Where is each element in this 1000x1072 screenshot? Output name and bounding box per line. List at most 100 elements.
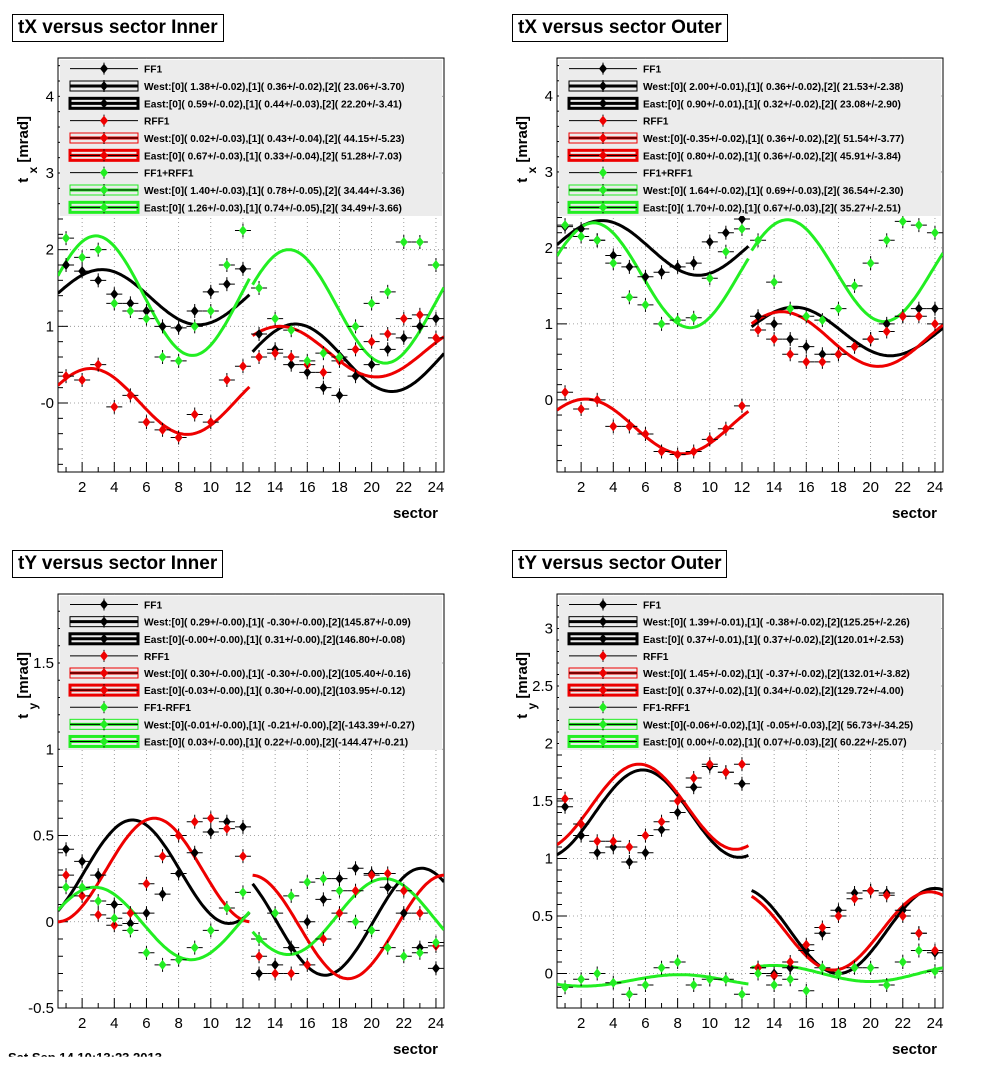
fit-curve-rff1-east (750, 890, 943, 972)
y-tick-label: 0 (545, 392, 553, 409)
x-tick-label: 22 (395, 479, 412, 496)
legend-label: RFF1 (643, 652, 669, 663)
x-tick-label: 8 (174, 1015, 182, 1032)
data-point-combo (766, 978, 783, 992)
data-point-rff1 (862, 883, 879, 898)
legend-label: West:[0](-0.01+/-0.00),[1]( -0.21+/-0.00… (144, 720, 415, 731)
fit-curve-combo-east (751, 964, 943, 983)
x-tick-label: 2 (577, 479, 585, 496)
data-point-combo (782, 972, 799, 987)
data-point-ff1 (395, 330, 412, 345)
data-point-combo (830, 966, 847, 981)
data-point-rff1 (315, 365, 332, 380)
x-tick-label: 16 (299, 1015, 316, 1032)
data-point-combo (154, 350, 171, 364)
y-tick-label: 0 (545, 966, 553, 983)
data-point-combo (251, 281, 268, 295)
data-point-rff1 (267, 966, 284, 981)
data-point-combo (154, 957, 171, 972)
legend-label: West:[0]( 0.02+/-0.03),[1]( 0.43+/-0.04)… (144, 134, 405, 145)
legend-label: West:[0](-0.35+/-0.02),[1]( 0.36+/-0.02)… (643, 134, 904, 145)
data-point-rff1 (589, 834, 606, 849)
legend-entry: FF1-RFF1 (70, 701, 191, 714)
data-point-rff1 (926, 943, 943, 958)
data-point-combo (331, 883, 348, 898)
data-point-combo (299, 875, 316, 890)
data-point-rff1 (589, 392, 606, 407)
data-point-rff1 (653, 814, 670, 829)
data-point-combo (701, 972, 718, 987)
fit-curve-rff1-west (58, 367, 251, 436)
y-tick-label: 2 (545, 736, 553, 753)
data-point-rff1 (830, 347, 847, 362)
legend: FF1 West:[0]( 1.38+/-0.02),[1]( 0.36+/-0.… (60, 60, 442, 216)
legend-label: RFF1 (144, 117, 170, 128)
data-point-combo (814, 960, 831, 975)
x-tick-label: 18 (331, 479, 348, 496)
data-point-combo (669, 955, 686, 969)
data-point-ff1 (701, 234, 718, 249)
data-point-combo (427, 935, 444, 950)
data-point-combo (395, 949, 412, 964)
y-tick-label: 3 (46, 165, 54, 182)
data-point-combo (74, 250, 91, 265)
legend-entry: West:[0]( 0.29+/-0.00),[1]( -0.30+/-0.00… (69, 615, 411, 629)
x-tick-label: 18 (830, 479, 847, 496)
data-point-combo (234, 885, 251, 900)
data-point-rff1 (621, 419, 638, 434)
data-point-rff1 (267, 346, 284, 361)
x-tick-label: 14 (766, 479, 783, 496)
data-point-rff1 (782, 955, 799, 969)
data-point-combo (427, 258, 444, 272)
data-point-rff1 (766, 332, 783, 347)
data-point-ff1 (74, 264, 91, 279)
x-axis-label: sector (393, 505, 438, 522)
data-point-combo (138, 945, 155, 960)
data-point-combo (138, 311, 155, 326)
data-point-ff1 (798, 339, 815, 354)
data-point-rff1 (814, 920, 831, 935)
data-point-rff1 (122, 388, 139, 403)
data-point-rff1 (315, 932, 332, 946)
legend-entry: RFF1 (70, 114, 170, 128)
data-point-combo (589, 966, 606, 981)
data-point-combo (186, 940, 203, 955)
data-point-rff1 (283, 966, 300, 981)
chart-panel-ty-inner: 2 4 6 8 10 12 14 16 18 20 22 24-0.500.511.5sectort … (15, 593, 445, 1058)
data-point-ff1 (750, 309, 767, 324)
legend-entry: West:[0]( 0.30+/-0.00),[1]( -0.30+/-0.00… (69, 667, 411, 680)
x-tick-label: 16 (798, 479, 815, 496)
data-point-rff1 (733, 757, 750, 772)
data-point-combo (814, 313, 831, 328)
data-point-rff1 (379, 327, 396, 341)
data-point-rff1 (701, 432, 718, 447)
x-tick-label: 24 (927, 479, 944, 496)
data-point-rff1 (669, 794, 686, 808)
x-tick-label: 16 (299, 479, 316, 496)
data-point-ff1 (58, 842, 75, 857)
fit-curve-combo-west (557, 973, 749, 988)
data-point-rff1 (363, 334, 380, 349)
data-point-combo (830, 301, 847, 316)
data-point-ff1 (653, 265, 670, 280)
chart-title-ty-outer: tY versus sector Outer (512, 550, 728, 578)
data-point-combo (202, 923, 219, 938)
legend-entry: West:[0]( 0.02+/-0.03),[1]( 0.43+/-0.04)… (69, 132, 405, 145)
data-point-combo (653, 316, 670, 331)
data-point-rff1 (186, 407, 203, 422)
legend-label: West:[0]( 1.38+/-0.02),[1]( 0.36+/-0.02)… (144, 82, 405, 93)
x-tick-label: 6 (142, 479, 150, 496)
x-tick-label: 20 (862, 1015, 879, 1032)
data-point-rff1 (798, 937, 815, 952)
x-tick-label: 4 (609, 1015, 617, 1032)
data-point-rff1 (170, 430, 187, 445)
data-point-combo (573, 229, 590, 244)
data-point-rff1 (202, 811, 219, 826)
data-point-combo (283, 323, 300, 338)
data-point-ff1 (669, 805, 686, 820)
data-point-ff1 (589, 845, 606, 860)
data-points (58, 811, 444, 981)
data-point-ff1 (186, 845, 203, 860)
legend-entry: FF1 (70, 62, 162, 76)
data-point-combo (621, 290, 638, 305)
